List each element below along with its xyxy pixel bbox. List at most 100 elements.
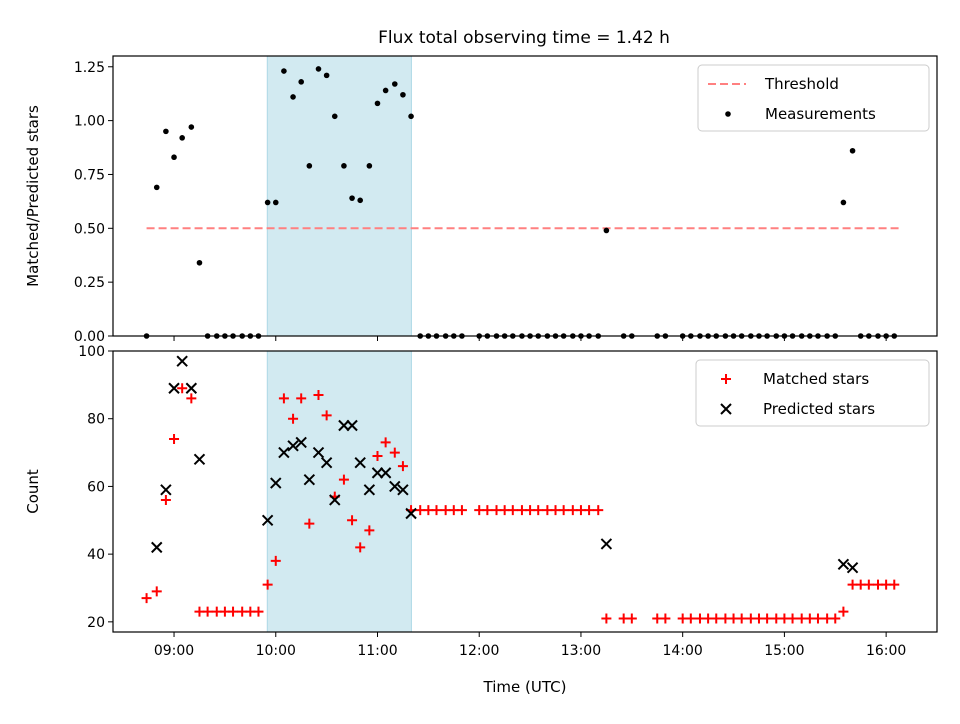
measurement-point xyxy=(366,163,373,169)
predicted-star-point xyxy=(176,355,188,367)
predicted-star-point xyxy=(846,561,859,574)
predicted-star-point xyxy=(405,507,417,520)
matched-star-point xyxy=(685,613,696,624)
predicted-star-point xyxy=(287,440,299,452)
measurement-point xyxy=(391,81,398,87)
x-tick-label: 16:00 xyxy=(866,643,906,659)
matched-star-point xyxy=(830,613,841,624)
predicted-star-point xyxy=(303,473,316,486)
matched-star-point xyxy=(288,413,299,424)
x-tick-label: 15:00 xyxy=(764,643,804,659)
matched-star-point xyxy=(812,613,823,624)
measurement-point xyxy=(849,147,856,154)
predicted-star-point xyxy=(379,467,392,479)
matched-star-point xyxy=(863,579,874,590)
measurement-point xyxy=(306,163,313,169)
matched-star-point xyxy=(507,505,518,516)
matched-star-point xyxy=(347,515,358,526)
y-tick-label: 20 xyxy=(87,615,105,631)
predicted-star-point xyxy=(193,453,206,466)
predicted-star-point xyxy=(397,484,409,496)
matched-star-point xyxy=(141,593,152,604)
legend-matched-swatch xyxy=(721,374,731,384)
figure-title: Flux total observing time = 1.42 h xyxy=(378,28,670,48)
matched-star-point xyxy=(456,505,467,516)
matched-star-point xyxy=(364,525,375,536)
matched-star-point xyxy=(711,613,722,624)
measurement-point xyxy=(264,199,271,206)
matched-star-point xyxy=(313,390,324,401)
matched-star-point xyxy=(762,613,773,624)
top-panel: 0.00 0.25 0.50 0.75 1.00 1.25 Matched/Predicte… xyxy=(24,55,938,345)
matched-star-point xyxy=(296,393,307,404)
axes-frame xyxy=(112,55,938,337)
x-tick-label: 11:00 xyxy=(357,643,397,659)
predicted-star-point xyxy=(295,436,307,449)
measurement-point xyxy=(382,87,389,94)
measurement-point xyxy=(341,163,347,169)
matched-star-point xyxy=(304,518,315,529)
x-tick-label: 14:00 xyxy=(662,643,702,659)
measurement-point xyxy=(357,197,364,204)
y-tick-label: 0.75 xyxy=(74,167,105,183)
highlight-span xyxy=(266,55,412,337)
measurement-point xyxy=(315,66,322,72)
y-axis-label: Matched/Predicted stars xyxy=(24,105,42,287)
measurement-point xyxy=(179,135,185,141)
y-axis-label: Count xyxy=(24,469,42,514)
measurement-point xyxy=(331,113,338,120)
y-tick-label: 60 xyxy=(87,479,105,495)
predicted-star-point xyxy=(261,514,274,526)
measurement-point xyxy=(290,94,296,100)
matched-star-point xyxy=(338,474,349,485)
measurement-point xyxy=(171,154,177,161)
predicted-star-point xyxy=(363,484,376,496)
matched-star-point xyxy=(372,450,383,461)
matched-star-point xyxy=(228,606,239,617)
y-tick-label: 80 xyxy=(87,412,105,428)
measurement-point xyxy=(153,184,160,191)
predicted-star-point xyxy=(312,446,325,459)
measurement-point xyxy=(400,91,406,98)
matched-star-point xyxy=(186,393,197,404)
measurement-point xyxy=(298,79,304,85)
predicted-star-point xyxy=(278,446,290,459)
legend-predicted-swatch xyxy=(720,403,732,415)
axes-frame xyxy=(112,350,938,633)
matched-star-point xyxy=(380,437,391,448)
matched-star-point xyxy=(270,555,281,566)
matched-star-point xyxy=(889,579,900,590)
matched-star-point xyxy=(533,505,544,516)
matched-star-point xyxy=(321,410,332,421)
predicted-star-point xyxy=(338,419,350,432)
bottom-panel: 20 40 60 80 100 09:00 10:00 11:00 12:00 13:00 14:0… xyxy=(24,344,938,696)
measurement-point xyxy=(408,113,414,120)
predicted-star-point xyxy=(270,477,282,489)
measurement-point xyxy=(188,124,195,130)
matched-star-point xyxy=(482,505,493,516)
measurement-point xyxy=(603,227,610,234)
predicted-star-point xyxy=(346,419,358,432)
matched-star-point xyxy=(593,505,604,516)
matched-star-point xyxy=(660,613,671,624)
y-tick-label: 100 xyxy=(78,344,105,360)
y-tick-label: 0.50 xyxy=(74,221,105,237)
y-tick-label: 0.25 xyxy=(74,275,105,291)
matched-star-point xyxy=(177,383,188,394)
x-tick-label: 09:00 xyxy=(154,643,194,659)
measurement-point xyxy=(196,259,203,266)
matched-star-point xyxy=(584,505,595,516)
matched-star-point xyxy=(278,393,289,404)
measurement-point xyxy=(272,199,279,206)
measurement-point xyxy=(281,68,287,74)
measurement-point xyxy=(163,128,169,135)
matched-star-point xyxy=(558,505,569,516)
predicted-star-point xyxy=(354,457,366,469)
matched-star-point xyxy=(253,606,264,617)
legend-label: Predicted stars xyxy=(763,400,875,418)
x-tick-label: 10:00 xyxy=(256,643,296,659)
predicted-star-point xyxy=(168,382,180,394)
measurement-point xyxy=(840,199,847,206)
matched-star-point xyxy=(389,447,400,458)
